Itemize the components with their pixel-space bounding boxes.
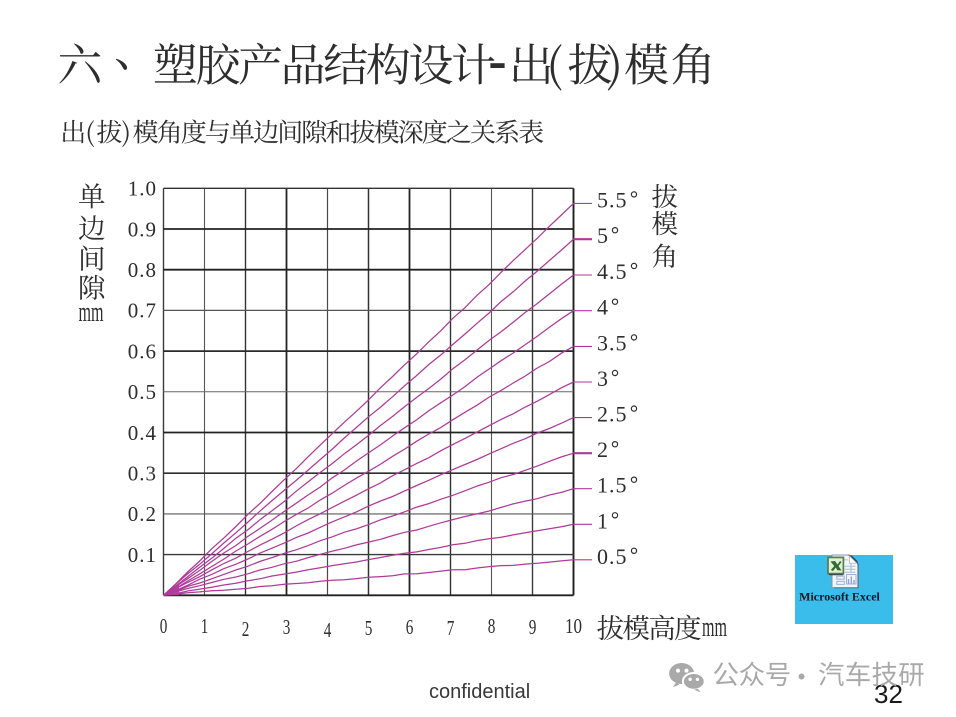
svg-text:2.5: 2.5 bbox=[597, 402, 628, 427]
svg-text:confidential: confidential bbox=[429, 681, 530, 703]
svg-text:7: 7 bbox=[447, 616, 455, 640]
svg-text:10: 10 bbox=[565, 614, 582, 638]
svg-text:1: 1 bbox=[597, 508, 609, 533]
svg-text:5: 5 bbox=[597, 223, 609, 248]
svg-text:5: 5 bbox=[365, 616, 373, 640]
svg-text:4.5: 4.5 bbox=[597, 259, 628, 284]
svg-text:6: 6 bbox=[406, 615, 414, 639]
svg-text:2: 2 bbox=[242, 617, 250, 641]
svg-text:mm: mm bbox=[79, 297, 104, 328]
svg-text:3.5: 3.5 bbox=[597, 330, 628, 355]
svg-text:1.0: 1.0 bbox=[128, 177, 157, 201]
svg-text:0.4: 0.4 bbox=[128, 421, 157, 445]
svg-text:3: 3 bbox=[283, 615, 291, 639]
svg-text:1: 1 bbox=[201, 614, 209, 638]
svg-text:0.8: 0.8 bbox=[128, 258, 157, 282]
svg-text:2: 2 bbox=[597, 437, 609, 462]
svg-text:3: 3 bbox=[597, 366, 609, 391]
svg-text:0.1: 0.1 bbox=[128, 543, 157, 567]
svg-text:8: 8 bbox=[488, 614, 496, 638]
svg-text:0.3: 0.3 bbox=[128, 462, 157, 486]
svg-text:4: 4 bbox=[324, 618, 332, 642]
svg-text:32: 32 bbox=[874, 679, 903, 709]
svg-text:0.5: 0.5 bbox=[128, 380, 157, 404]
svg-text:5.5: 5.5 bbox=[597, 187, 628, 212]
svg-text:Microsoft Excel: Microsoft Excel bbox=[799, 590, 880, 604]
svg-text:0.5: 0.5 bbox=[597, 544, 628, 569]
svg-text:0: 0 bbox=[160, 614, 168, 638]
svg-text:9: 9 bbox=[529, 615, 537, 639]
svg-text:mm: mm bbox=[702, 612, 727, 643]
svg-text:1.5: 1.5 bbox=[597, 473, 628, 498]
svg-text:0.7: 0.7 bbox=[128, 299, 157, 323]
svg-text:0.6: 0.6 bbox=[128, 339, 157, 363]
svg-text:0.9: 0.9 bbox=[128, 217, 157, 241]
svg-text:0.2: 0.2 bbox=[128, 502, 157, 526]
svg-text:4: 4 bbox=[597, 295, 609, 320]
